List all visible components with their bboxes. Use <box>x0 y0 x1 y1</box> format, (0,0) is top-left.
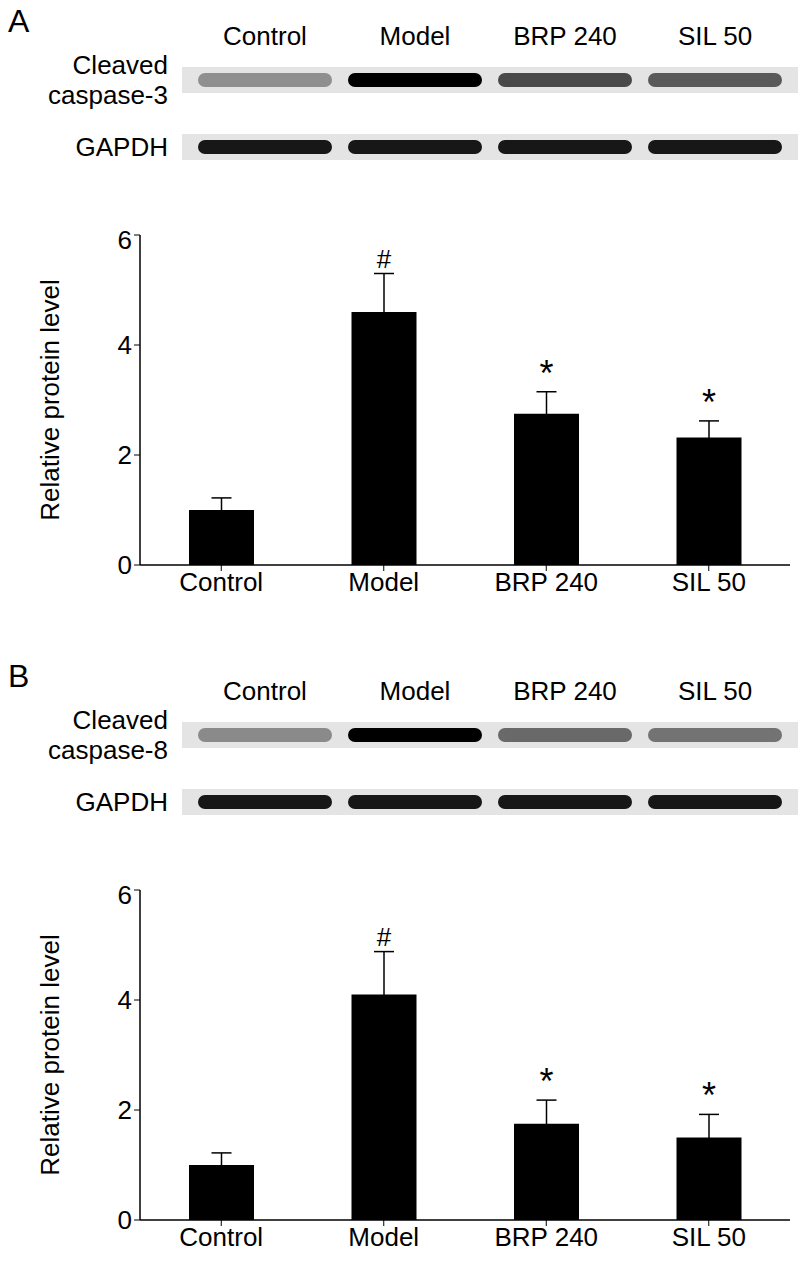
svg-text:SIL 50: SIL 50 <box>678 676 752 706</box>
svg-text:Relative protein level: Relative protein level <box>35 934 65 1175</box>
svg-text:Control: Control <box>179 567 263 597</box>
svg-text:SIL 50: SIL 50 <box>672 567 746 597</box>
svg-text:4: 4 <box>118 985 132 1015</box>
svg-text:BRP 240: BRP 240 <box>513 21 617 51</box>
svg-text:BRP 240: BRP 240 <box>494 1222 598 1252</box>
svg-text:*: * <box>539 353 553 394</box>
svg-text:Cleaved: Cleaved <box>73 705 168 735</box>
svg-text:caspase-8: caspase-8 <box>48 735 168 765</box>
svg-text:Model: Model <box>348 567 419 597</box>
svg-text:4: 4 <box>118 330 132 360</box>
svg-text:6: 6 <box>118 225 132 255</box>
svg-text:GAPDH: GAPDH <box>76 132 168 162</box>
svg-text:#: # <box>377 922 392 952</box>
svg-text:Model: Model <box>348 1222 419 1252</box>
svg-text:2: 2 <box>118 440 132 470</box>
svg-text:Relative protein level: Relative protein level <box>35 279 65 520</box>
svg-text:*: * <box>539 1061 553 1102</box>
svg-text:caspase-3: caspase-3 <box>48 80 168 110</box>
svg-text:6: 6 <box>118 880 132 910</box>
svg-text:BRP 240: BRP 240 <box>513 676 617 706</box>
svg-text:GAPDH: GAPDH <box>76 787 168 817</box>
svg-text:Control: Control <box>223 676 307 706</box>
svg-text:BRP 240: BRP 240 <box>494 567 598 597</box>
svg-text:0: 0 <box>118 1205 132 1235</box>
svg-text:A: A <box>8 3 30 39</box>
svg-text:0: 0 <box>118 550 132 580</box>
svg-text:Control: Control <box>179 1222 263 1252</box>
svg-text:2: 2 <box>118 1095 132 1125</box>
svg-text:*: * <box>702 382 716 423</box>
svg-text:Model: Model <box>380 676 451 706</box>
svg-text:B: B <box>8 658 29 694</box>
svg-text:SIL 50: SIL 50 <box>672 1222 746 1252</box>
svg-text:*: * <box>702 1075 716 1116</box>
svg-text:SIL 50: SIL 50 <box>678 21 752 51</box>
svg-text:Cleaved: Cleaved <box>73 50 168 80</box>
svg-text:Model: Model <box>380 21 451 51</box>
svg-text:Control: Control <box>223 21 307 51</box>
svg-text:#: # <box>377 244 392 274</box>
